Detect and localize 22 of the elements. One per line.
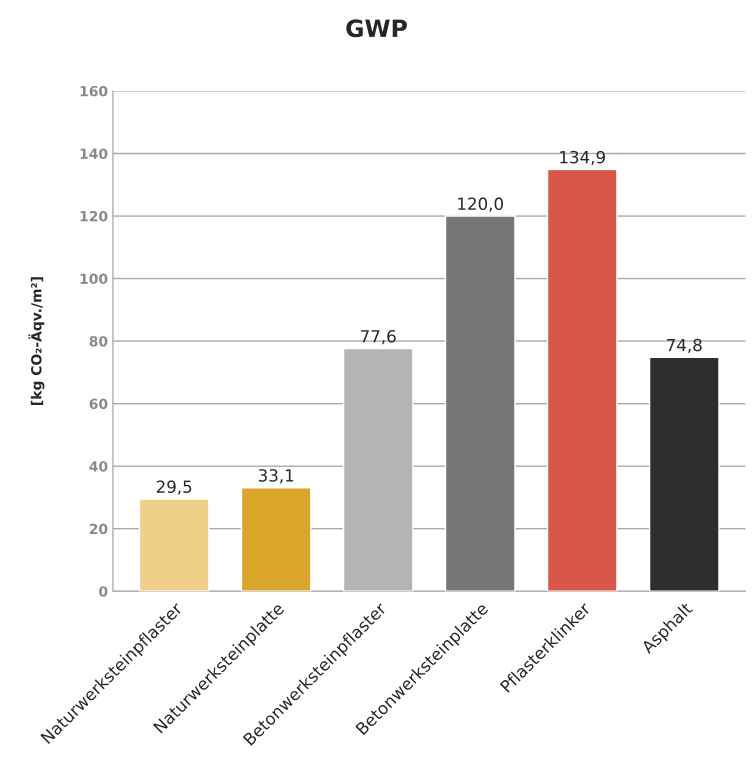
- data-label: 33,1: [258, 469, 294, 484]
- y-tick-label: 60: [90, 398, 108, 410]
- data-label: 74,8: [667, 338, 702, 354]
- y-tick-label: 100: [80, 274, 108, 284]
- y-tick-label: 20: [90, 524, 108, 534]
- bar: [546, 168, 618, 592]
- y-tick-label: 80: [90, 336, 108, 347]
- y-tick-label: 40: [89, 461, 108, 472]
- data-label: 120,0: [458, 197, 503, 212]
- bar: [138, 498, 210, 592]
- bar: [240, 487, 312, 592]
- y-tick-label: 0: [99, 586, 108, 597]
- y-tick-label: 160: [80, 86, 108, 96]
- chart-title: GWP: [346, 19, 407, 38]
- data-label: 77,6: [361, 330, 396, 344]
- y-tick-label: 140: [80, 148, 108, 159]
- data-label: 134,9: [560, 150, 605, 166]
- data-label: 29,5: [156, 480, 192, 495]
- y-tick-label: 120: [80, 211, 108, 222]
- bar: [444, 215, 516, 592]
- y-axis-title: [kg CO₂-Äqv./m²]: [28, 277, 44, 405]
- bar: [648, 356, 720, 592]
